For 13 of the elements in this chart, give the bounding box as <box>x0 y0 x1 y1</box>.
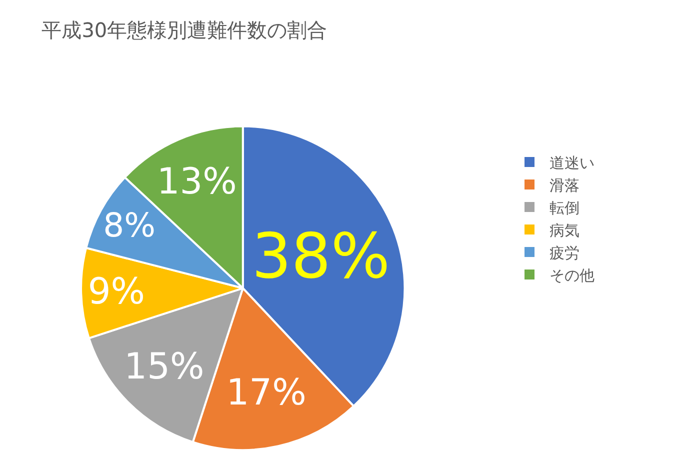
legend-label: その他 <box>550 266 594 284</box>
data-label: 38% <box>252 220 390 293</box>
chart-title: 平成30年態様別遭難件数の割合 <box>42 18 328 42</box>
legend-label: 疲労 <box>550 244 580 262</box>
legend-label: 転倒 <box>550 198 580 217</box>
data-label: 17% <box>226 372 306 414</box>
legend-label: 道迷い <box>550 154 594 172</box>
legend-label: 病気 <box>550 221 580 240</box>
data-label: 8% <box>103 205 156 244</box>
data-label: 15% <box>124 346 204 388</box>
data-label: 13% <box>156 161 237 202</box>
data-label: 9% <box>88 272 145 313</box>
legend-label: 滑落 <box>550 176 580 194</box>
